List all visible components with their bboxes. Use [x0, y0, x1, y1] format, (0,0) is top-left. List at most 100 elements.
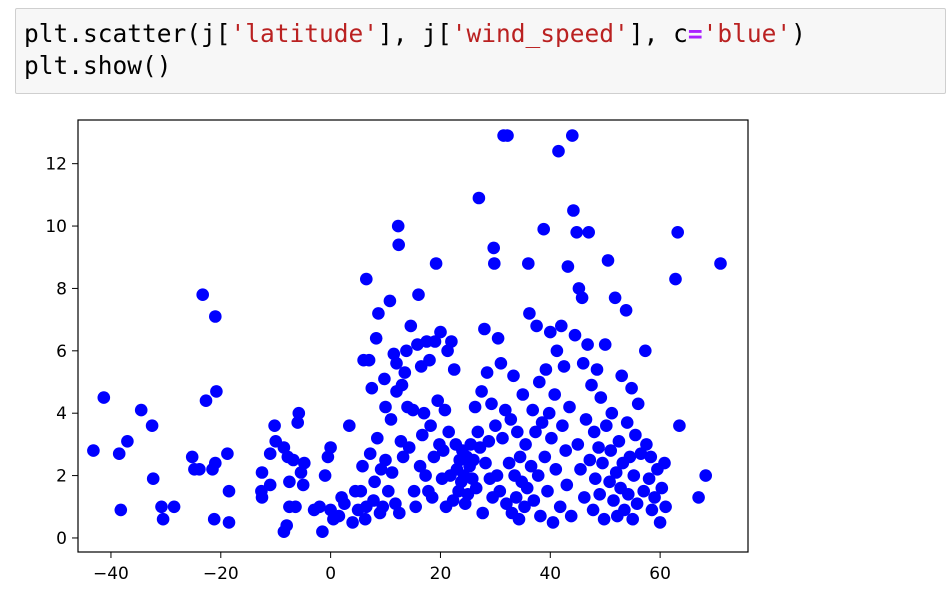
- scatter-point: [478, 322, 491, 336]
- x-axis: −40 −20 0 20 40 60: [93, 552, 671, 584]
- scatter-point: [493, 484, 507, 498]
- scatter-point: [427, 450, 441, 464]
- scatter-point: [567, 204, 580, 217]
- y-tick-label: 4: [56, 404, 67, 424]
- scatter-point: [425, 491, 439, 504]
- scatter-point: [338, 497, 351, 511]
- scatter-point: [552, 144, 565, 158]
- scatter-point: [167, 500, 181, 514]
- scatter-point: [367, 494, 380, 507]
- scatter-point: [445, 335, 458, 348]
- code-part: plt.scatter(j[: [24, 19, 231, 48]
- scatter-point: [669, 272, 682, 286]
- scatter-point: [527, 494, 541, 507]
- scatter-point: [597, 512, 611, 526]
- scatter-point: [472, 191, 486, 205]
- scatter-point: [622, 488, 635, 501]
- x-tick-label: 40: [539, 564, 561, 584]
- scatter-point: [655, 481, 669, 495]
- scatter-point: [513, 450, 527, 464]
- scatter-point: [544, 325, 557, 339]
- scatter-point: [365, 381, 379, 395]
- scatter-point: [419, 469, 432, 482]
- scatter-point: [185, 450, 199, 464]
- scatter-point: [594, 391, 608, 404]
- scatter-point: [653, 516, 667, 529]
- scatter-point: [222, 516, 236, 529]
- scatter-point: [480, 366, 494, 379]
- scatter-point: [222, 484, 236, 498]
- scatter-point: [207, 512, 221, 526]
- scatter-point: [255, 491, 269, 504]
- scatter-point: [659, 500, 672, 514]
- scatter-point: [596, 456, 609, 470]
- scatter-point: [318, 469, 332, 482]
- scatter-point: [545, 431, 558, 445]
- scatter-point: [714, 257, 727, 270]
- scatter-point: [121, 435, 134, 448]
- scatter-point: [402, 441, 416, 454]
- scatter-point: [97, 391, 111, 404]
- x-tick-label: 60: [649, 564, 671, 584]
- scatter-point: [563, 400, 576, 414]
- scatter-point: [522, 257, 535, 270]
- scatter-point: [210, 385, 223, 398]
- scatter-point: [255, 466, 269, 479]
- scatter-point: [502, 456, 516, 470]
- scatter-point: [496, 431, 509, 445]
- scatter-point: [391, 219, 405, 233]
- y-tick-label: 12: [45, 155, 67, 175]
- scatter-point: [559, 444, 572, 457]
- scatter-point: [494, 357, 508, 370]
- scatter-point: [343, 419, 356, 433]
- scatter-point: [560, 478, 574, 492]
- scatter-point: [516, 388, 530, 401]
- code-cell[interactable]: plt.scatter(j['latitude'], j['wind_speed…: [15, 8, 946, 94]
- scatter-point: [368, 475, 381, 489]
- scatter-point: [475, 385, 488, 398]
- scatter-point: [570, 226, 583, 239]
- scatter-point: [548, 388, 561, 401]
- scatter-point: [434, 325, 447, 339]
- scatter-point: [615, 369, 628, 383]
- scatter-point: [447, 363, 461, 376]
- scatter-point: [263, 478, 277, 492]
- code-part: ], j[: [378, 19, 452, 48]
- x-tick-label: −20: [203, 564, 239, 584]
- scatter-point: [586, 503, 600, 517]
- scatter-point: [378, 372, 391, 386]
- scatter-point: [555, 319, 568, 333]
- scatter-point: [526, 403, 539, 417]
- scatter-point: [145, 419, 159, 433]
- scatter-point: [324, 441, 337, 454]
- scatter-point: [546, 516, 560, 529]
- x-tick-label: 20: [430, 564, 452, 584]
- scatter-point: [533, 375, 546, 389]
- scatter-point: [379, 400, 392, 414]
- scatter-point: [416, 428, 429, 442]
- scatter-point: [428, 335, 442, 348]
- scatter-point: [438, 403, 452, 417]
- code-part: ], c: [628, 19, 688, 48]
- scatter-point: [539, 363, 553, 376]
- scatter-point: [491, 332, 505, 345]
- scatter-point: [156, 512, 170, 526]
- scatter-point: [583, 453, 597, 467]
- scatter-point: [626, 512, 639, 526]
- scatter-point: [520, 481, 534, 495]
- scatter-chart: −40 −20 0 20 40 60 0 2 4 6 8 10 12: [45, 119, 749, 584]
- scatter-point: [604, 444, 617, 457]
- scatter-point: [645, 503, 659, 517]
- x-tick-label: −40: [93, 564, 129, 584]
- scatter-point: [612, 435, 626, 448]
- scatter-point: [424, 419, 437, 433]
- scatter-point: [423, 353, 436, 367]
- scatter-point: [356, 459, 369, 473]
- scatter-point: [471, 425, 485, 439]
- scatter-point: [601, 254, 615, 267]
- scatter-point: [607, 494, 620, 507]
- scatter-point: [639, 344, 652, 358]
- scatter-point: [578, 491, 591, 504]
- scatter-point: [485, 397, 498, 411]
- scatter-point: [640, 438, 653, 451]
